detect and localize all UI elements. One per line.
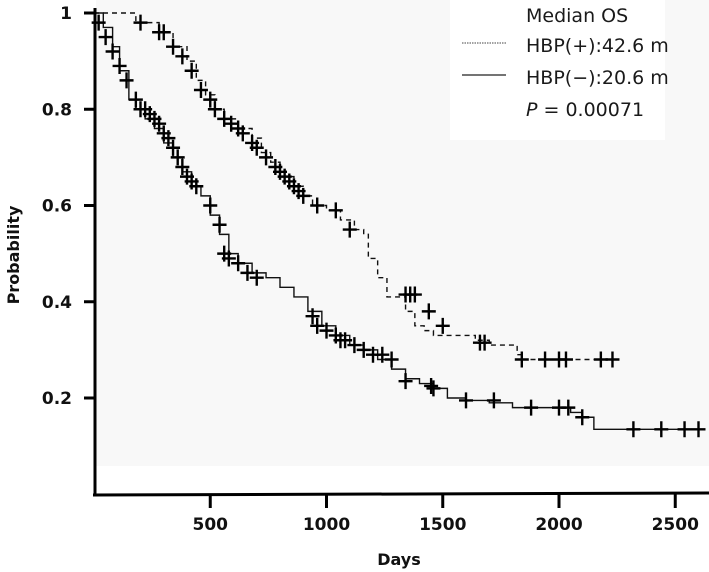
legend-entry-hbp-negative: HBP(−):20.6 m	[526, 67, 669, 89]
x-tick-label: 500	[193, 515, 229, 535]
x-axis-ticks: 500 1000 1500 2000 2500	[193, 494, 699, 535]
x-tick-label: 1500	[419, 515, 466, 535]
censor-mark-icon	[319, 322, 334, 339]
censor-mark-icon	[398, 373, 413, 390]
x-tick-label: 2000	[535, 515, 582, 535]
censor-mark-icon	[133, 14, 148, 31]
censor-mark-icon	[235, 125, 250, 142]
censor-mark-icon	[175, 159, 190, 175]
legend: Median OS HBP(+):42.6 m HBP(−):20.6 m P …	[462, 5, 669, 121]
y-tick-label: 0.2	[42, 389, 72, 409]
censor-mark-icon	[128, 91, 143, 108]
y-tick-label: 0.4	[42, 293, 72, 313]
hbp-positive-curve	[94, 12, 618, 361]
censor-mark-icon	[105, 43, 120, 60]
p-value: P = 0.00071	[526, 99, 644, 121]
censor-mark-icon	[477, 334, 492, 351]
series-layer	[91, 12, 706, 438]
censor-mark-icon	[575, 409, 590, 426]
censor-mark-icon	[166, 139, 181, 156]
p-value-text: = 0.00071	[537, 99, 644, 121]
censor-mark-icon	[249, 269, 264, 286]
censor-mark-icon	[175, 48, 190, 65]
censor-mark-icon	[184, 62, 199, 79]
censor-mark-icon	[119, 72, 134, 89]
censor-mark-icon	[296, 187, 311, 204]
censor-mark-icon	[426, 380, 441, 397]
legend-title: Median OS	[526, 5, 628, 27]
y-axis-title: Probability	[4, 205, 23, 304]
y-axis-ticks: 0.2 0.4 0.6 0.8 1	[42, 4, 95, 409]
censor-mark-icon	[514, 351, 529, 368]
censor-mark-icon	[561, 399, 576, 416]
censor-mark-icon	[407, 286, 422, 303]
censor-mark-icon	[435, 317, 450, 334]
censor-mark-icon	[424, 377, 439, 394]
censor-mark-icon	[203, 91, 218, 108]
censor-mark-icon	[112, 57, 127, 74]
censor-mark-icon	[375, 346, 390, 363]
censor-mark-icon	[310, 197, 325, 214]
censor-mark-icon	[691, 421, 706, 438]
censor-mark-icon	[356, 341, 371, 358]
censor-mark-icon	[156, 24, 171, 41]
censor-mark-icon	[203, 197, 218, 214]
censor-mark-icon	[626, 421, 641, 438]
legend-entry-hbp-positive: HBP(+):42.6 m	[526, 35, 669, 57]
censor-mark-icon	[538, 351, 553, 368]
censor-mark-icon	[384, 351, 399, 368]
censor-mark-icon	[152, 115, 167, 132]
legend-box	[450, 0, 665, 140]
x-axis-title: Days	[377, 550, 421, 569]
censor-mark-icon	[421, 303, 436, 320]
censor-mark-icon	[207, 101, 222, 118]
censor-mark-icon	[605, 351, 620, 368]
censor-mark-icon	[221, 250, 236, 267]
censor-mark-icon	[170, 149, 185, 166]
censor-mark-icon	[231, 255, 246, 272]
censor-mark-icon	[328, 202, 343, 219]
censor-mark-icon	[677, 421, 692, 438]
y-tick-label: 1	[60, 4, 72, 24]
censor-mark-icon	[310, 317, 325, 334]
censor-mark-icon	[486, 392, 501, 409]
censor-mark-icon	[166, 38, 181, 55]
censor-mark-icon	[240, 264, 255, 281]
y-tick-label: 0.8	[42, 100, 72, 120]
censor-mark-icon	[212, 216, 227, 233]
censor-mark-icon	[347, 337, 362, 354]
censor-mark-icon	[524, 399, 539, 416]
censor-mark-icon	[193, 82, 208, 98]
censor-mark-icon	[259, 149, 274, 166]
censor-mark-icon	[654, 421, 669, 438]
y-tick-label: 0.6	[42, 197, 72, 217]
censor-mark-icon	[459, 392, 473, 409]
x-tick-label: 2500	[652, 515, 699, 535]
censor-mark-icon	[249, 139, 264, 156]
censor-mark-icon	[98, 29, 113, 46]
censor-mark-icon	[558, 351, 573, 368]
censor-mark-icon	[189, 178, 204, 195]
x-axis-line	[92, 491, 709, 497]
p-value-label: P	[526, 99, 538, 121]
censor-mark-icon	[342, 221, 357, 238]
censor-mark-icon	[161, 130, 176, 147]
x-tick-label: 1000	[303, 515, 350, 535]
censor-mark-icon	[305, 308, 320, 325]
censor-mark-icon	[338, 332, 353, 349]
